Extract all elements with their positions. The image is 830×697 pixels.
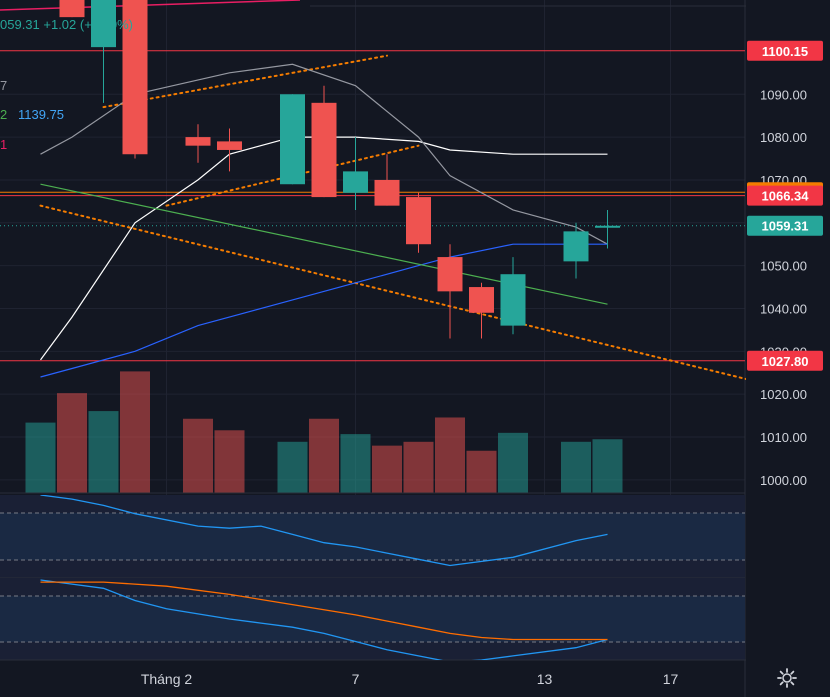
time-axis: Tháng 27131723Tháng <box>141 671 679 687</box>
y-tick-label: 1080.00 <box>760 130 807 145</box>
candle-body <box>374 179 400 206</box>
y-tick-label: 1040.00 <box>760 301 807 316</box>
volume-histogram <box>0 371 745 494</box>
candle-body <box>563 231 589 262</box>
volume-bar <box>498 432 528 493</box>
price-badge-label: 1100.15 <box>762 44 808 59</box>
volume-bar <box>214 430 245 493</box>
candle-body <box>280 94 305 185</box>
price-badge <box>747 40 823 61</box>
y-tick-label: 1020.00 <box>760 387 807 402</box>
axis-background <box>746 0 830 697</box>
candle-body <box>343 171 368 193</box>
pane-band <box>0 513 745 560</box>
legend-price-change: 059.31 +1.02 (+0.10%) <box>0 17 133 32</box>
trendline <box>39 204 830 401</box>
price-levels <box>0 50 745 362</box>
indicator-line <box>0 0 301 11</box>
legend-indicator-2-prefix: 2 <box>0 107 8 122</box>
y-tick-label: 1000.00 <box>760 473 807 488</box>
x-tick-label: 13 <box>537 671 553 687</box>
x-tick-label: 7 <box>352 671 360 687</box>
legend-indicator-3: 1 <box>0 137 8 152</box>
candle-body <box>469 287 494 313</box>
volume-bar <box>403 441 434 493</box>
oscillator-line <box>40 581 608 641</box>
price-badge-label: 1066.34 <box>762 189 810 204</box>
x-tick-label: Tháng 2 <box>141 671 193 687</box>
oscillator-line <box>40 495 608 567</box>
volume-bar <box>57 393 87 493</box>
candle-body <box>595 225 620 228</box>
trendlines <box>39 54 830 401</box>
candle-body <box>59 0 85 18</box>
oscillator-pane-2: 80.00 <box>0 578 793 660</box>
candle-body <box>406 197 431 245</box>
trendline <box>165 144 420 207</box>
pane-background <box>0 495 745 578</box>
y-tick-label: 1090.00 <box>760 87 807 102</box>
volume-bar <box>372 445 402 493</box>
volume-bar <box>435 417 465 493</box>
candle-body <box>122 0 148 155</box>
candle-body <box>311 102 337 198</box>
oscillator-pane-1: 0.00 <box>0 495 785 578</box>
price-badge <box>747 185 823 206</box>
candle-body <box>217 141 242 150</box>
volume-bar <box>277 441 308 493</box>
volume-bar <box>561 441 591 493</box>
volume-bar <box>340 434 371 493</box>
oscillator-line <box>40 579 608 660</box>
legend-indicator-2-value: 1139.75 <box>18 107 65 122</box>
volume-bar <box>592 439 623 493</box>
volume-bar <box>183 418 213 493</box>
settings-gear-icon[interactable] <box>776 667 798 689</box>
candles <box>59 0 620 339</box>
y-tick-label: 1010.00 <box>760 430 807 445</box>
volume-bar <box>120 371 150 493</box>
pane-band <box>0 596 745 642</box>
price-axis: 1000.001010.001020.001030.001040.001050.… <box>746 0 830 697</box>
volume-bar <box>25 422 56 493</box>
price-badge-label: 1059.31 <box>762 219 809 234</box>
volume-bar <box>309 418 339 493</box>
candle-body <box>185 137 211 146</box>
price-badge <box>747 350 823 371</box>
candle-body <box>500 274 526 326</box>
volume-bar <box>466 450 497 493</box>
moving-average-line <box>40 243 608 378</box>
price-badge <box>747 215 823 236</box>
legend-indicator-1: 7 <box>0 78 8 93</box>
volume-bar <box>88 411 119 493</box>
price-badge-label: 1027.80 <box>762 354 809 369</box>
candle-body <box>437 257 463 292</box>
candle-body <box>91 0 116 48</box>
trendline <box>102 54 388 109</box>
x-tick-label: 17 <box>663 671 679 687</box>
moving-average-line <box>40 63 608 245</box>
y-tick-label: 1050.00 <box>760 259 807 274</box>
